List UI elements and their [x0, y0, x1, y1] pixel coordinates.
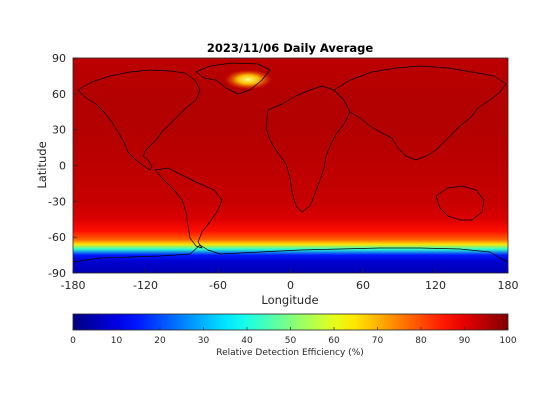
colorbar-tick-label: 90 [459, 336, 471, 346]
y-tick-label: 0 [59, 160, 66, 173]
colorbar-tick-label: 60 [328, 336, 340, 346]
colorbar-tick-label: 80 [415, 336, 427, 346]
x-tick-label: 60 [356, 279, 370, 292]
coastlines [73, 62, 508, 263]
colorbar-tick-label: 70 [372, 336, 384, 346]
x-tick-label: -180 [61, 279, 86, 292]
colorbar-tick-label: 0 [70, 336, 76, 346]
y-axis: 90 60 30 0 -30 -60 -90 [48, 52, 77, 280]
colorbar-tick-label: 50 [285, 336, 297, 346]
coastline-north-america [77, 69, 201, 171]
y-tick-label: -90 [48, 267, 66, 280]
heatmap-field [73, 58, 508, 273]
colorbar-label: Relative Detection Efficiency (%) [216, 348, 364, 358]
x-axis-label: Longitude [261, 293, 318, 307]
y-tick-label: -30 [48, 195, 66, 208]
x-tick-label: -120 [133, 279, 158, 292]
y-axis-label: Latitude [35, 141, 49, 188]
colorbar-tick-label: 40 [241, 336, 253, 346]
chart-title: 2023/11/06 Daily Average [207, 41, 374, 55]
x-tick-label: -60 [209, 279, 227, 292]
y-tick-label: -60 [48, 231, 66, 244]
coastline-greenland [195, 62, 271, 95]
y-tick-label: 60 [52, 88, 66, 101]
coastline-south-america [154, 167, 223, 249]
x-tick-label: 180 [498, 279, 519, 292]
x-tick-label: 120 [425, 279, 446, 292]
colorbar-tick-label: 30 [198, 336, 210, 346]
colorbar-tick-label: 100 [499, 336, 516, 346]
colorbar-tick-label: 10 [111, 336, 123, 346]
colorbar-ticks: 0 10 20 30 40 50 60 70 80 90 100 [70, 327, 517, 346]
x-axis: -180 -120 -60 0 60 120 180 [61, 269, 519, 292]
x-tick-label: 0 [287, 279, 294, 292]
y-tick-label: 90 [52, 52, 66, 65]
colorbar-tick-label: 20 [154, 336, 166, 346]
coastline-asia [333, 65, 507, 161]
coastline-africa-europe [265, 85, 351, 213]
greenland-hotspot [224, 69, 273, 90]
map-plot-area [73, 58, 508, 273]
y-tick-label: 30 [52, 124, 66, 137]
coastline-antarctica [73, 244, 508, 263]
coastline-australia [435, 185, 485, 221]
